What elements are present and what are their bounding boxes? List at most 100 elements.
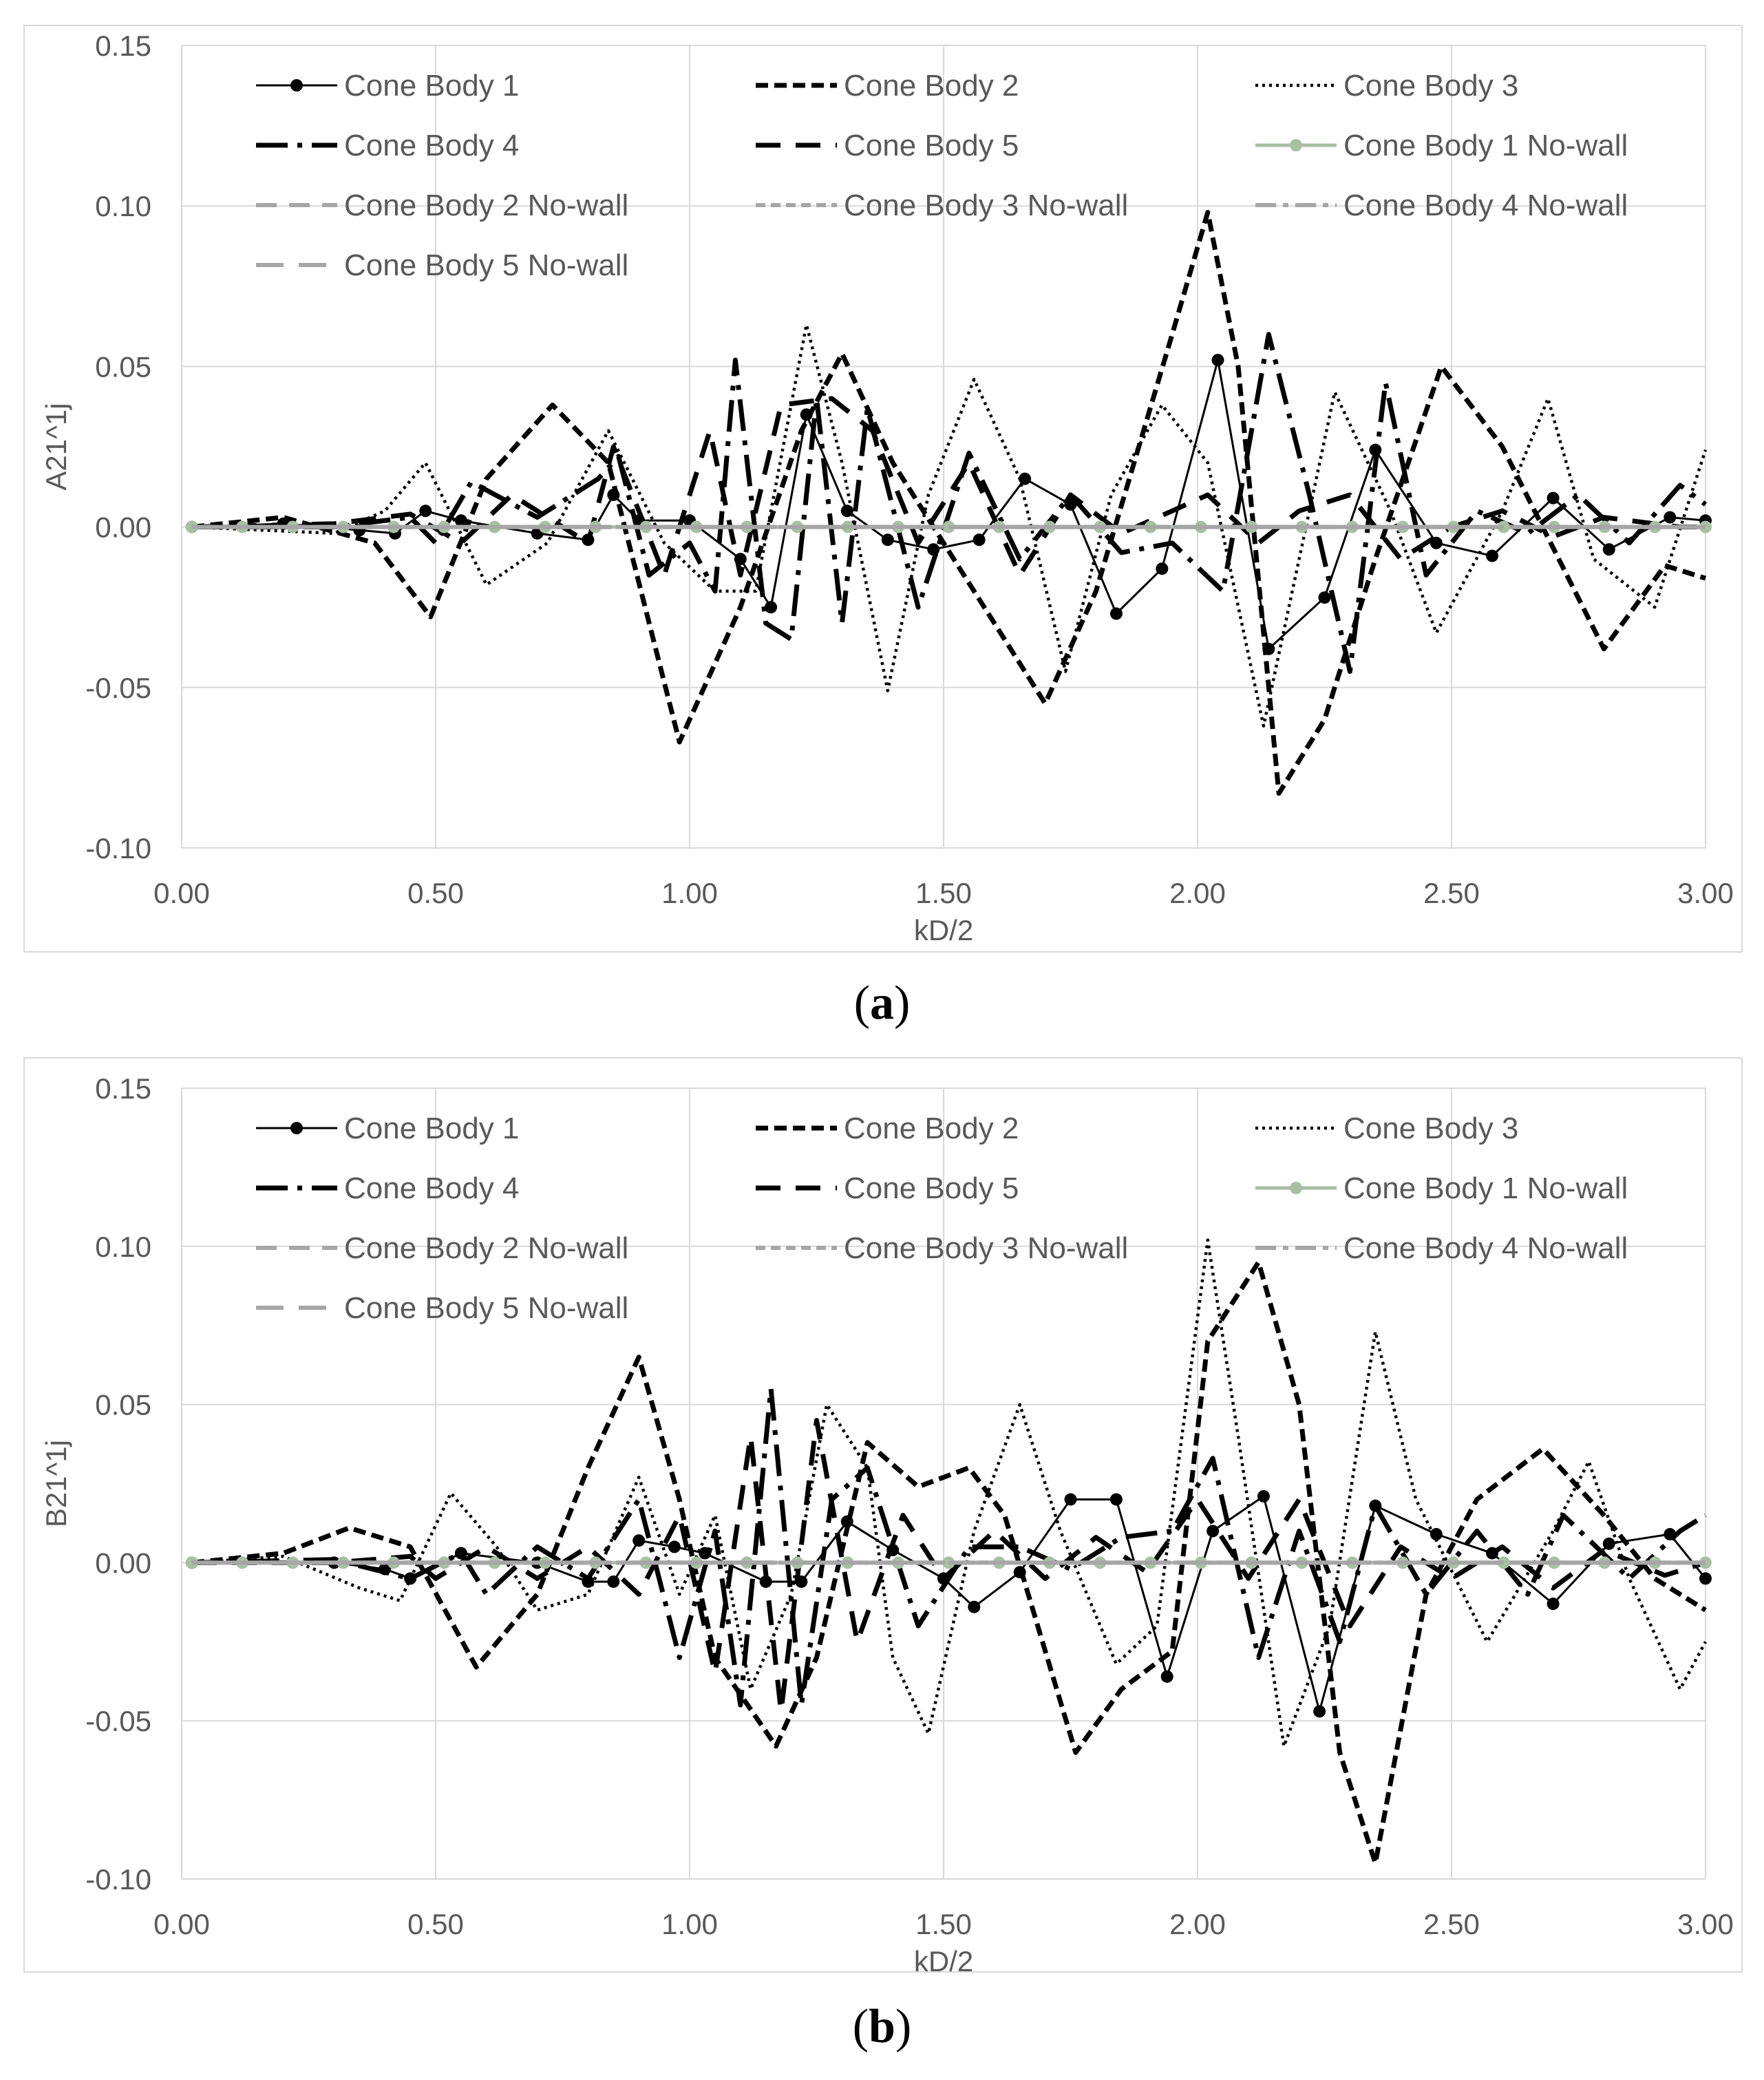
legend-item: Cone Body 4 No-wall [1255,189,1628,222]
series-marker [942,520,955,533]
x-tick-label: 1.50 [915,877,972,909]
legend-label: Cone Body 3 No-wall [844,1231,1128,1265]
legend-label: Cone Body 4 [344,129,519,162]
legend-label: Cone Body 3 No-wall [844,189,1128,222]
series-marker [1547,1598,1560,1611]
y-tick-label: 0.15 [95,30,151,62]
series-marker [973,533,986,546]
chart-a: -0.10 -0.05 0.00 0.05 0.10 0.15 0.00 0.50 1.00 1.… [40,30,1734,946]
y-tick-label: 0.00 [95,1547,151,1579]
x-tick-label: 0.00 [153,1908,210,1940]
legend-item: Cone Body 2 [756,1112,1019,1145]
legend-marker [290,79,303,92]
series-line-cone-body-1 [191,1495,1707,1712]
y-axis-label: A21^1j [40,403,72,490]
legend-label: Cone Body 5 No-wall [344,1291,628,1325]
y-tick-label: 0.10 [95,1231,151,1263]
series-marker [1664,511,1677,524]
legend-marker [1290,139,1302,151]
legend-label: Cone Body 1 [344,1112,519,1145]
x-tick-label: 2.50 [1423,1908,1480,1940]
legend-label: Cone Body 1 No-wall [1343,1171,1628,1205]
chart-a-frame [23,25,1743,953]
x-tick-label: 0.00 [153,877,210,909]
legend-label: Cone Body 4 [344,1171,519,1205]
y-axis-label: B21^1j [40,1440,72,1527]
series-line-cone-body-2 [191,1260,1707,1866]
legend-item: Cone Body 2 No-wall [256,1231,628,1265]
legend-item: Cone Body 3 No-wall [756,189,1128,222]
series-marker [185,1556,198,1569]
series-line-cone-body-5 [191,1418,1707,1714]
series-marker [419,505,432,518]
legend-label: Cone Body 5 [844,1171,1019,1205]
series-marker [607,1575,620,1588]
y-tick-label: -0.05 [85,672,151,704]
legend-item: Cone Body 5 [756,1171,1019,1205]
series-line-cone-body-2 [191,210,1707,796]
series-marker [185,520,198,533]
x-tick-label: 0.50 [407,877,464,909]
legend-item: Cone Body 5 [756,129,1019,162]
legend-item: Cone Body 3 [1255,69,1518,103]
x-axis-label: kD/2 [914,914,973,946]
x-tick-label: 2.00 [1169,877,1226,909]
series-marker [668,1540,681,1553]
legend-label: Cone Body 3 [1343,1112,1518,1145]
series-marker [1160,1670,1173,1683]
legend-item: Cone Body 4 [256,1171,519,1205]
caption-b: (b) [852,2000,912,2053]
legend-label: Cone Body 3 [1343,69,1518,103]
chart-b: -0.10 -0.05 0.00 0.05 0.10 0.15 0.00 0.50 1.00 1.… [40,1072,1734,1977]
legend-label: Cone Body 1 [344,69,519,103]
series-line-cone-body-3 [191,1238,1707,1748]
x-tick-label: 1.00 [661,877,718,909]
legend-item: Cone Body 1 [256,1112,519,1145]
legend-label: Cone Body 2 No-wall [344,189,628,222]
legend-item: Cone Body 4 No-wall [1255,1231,1628,1265]
series-marker [1019,472,1032,485]
series-marker [1313,1705,1326,1718]
series-marker [1156,562,1169,575]
series-marker [1547,491,1560,505]
legend-label: Cone Body 2 [844,69,1019,103]
x-tick-label: 2.00 [1169,1908,1226,1940]
series-line-cone-body-3 [191,323,1708,728]
x-tick-label: 3.00 [1677,877,1734,909]
series-marker [1602,543,1615,556]
series-marker [1699,1572,1712,1585]
series-marker [1207,1525,1220,1538]
caption-a-letter: a [870,977,894,1030]
caption-a: (a) [853,977,911,1030]
y-tick-label: 0.10 [95,190,151,222]
legend-item: Cone Body 3 No-wall [756,1231,1128,1265]
legend-marker [1290,1182,1302,1194]
x-tick-label: 1.50 [915,1908,972,1940]
series-marker [1109,607,1123,620]
series-marker [1064,1493,1077,1506]
x-tick-label: 1.00 [661,1908,718,1940]
y-tick-label: -0.10 [85,1863,151,1896]
legend-item: Cone Body 1 [256,69,519,103]
series-marker [1486,549,1499,562]
y-tick-label: 0.15 [95,1072,151,1105]
series-marker [454,514,467,527]
series-line-cone-body-5 [191,396,1705,578]
series-marker [1211,354,1224,367]
legend-item: Cone Body 4 [256,129,519,162]
series-marker [942,1556,955,1569]
legend-label: Cone Body 5 [844,129,1019,162]
series-line-cone-body-4 [191,332,1708,674]
series-marker [765,601,778,614]
y-tick-label: 0.00 [95,511,151,544]
x-axis-label: kD/2 [914,1945,973,1977]
legend-item: Cone Body 2 [756,69,1019,103]
y-tick-label: -0.05 [85,1705,151,1737]
series-line-cone-body-4 [191,1386,1707,1708]
legend-item: Cone Body 5 No-wall [256,248,628,282]
legend-item: Cone Body 1 No-wall [1255,1171,1628,1205]
series-marker [1318,591,1331,604]
legend-label: Cone Body 2 No-wall [344,1231,628,1265]
legend-marker [290,1122,303,1134]
